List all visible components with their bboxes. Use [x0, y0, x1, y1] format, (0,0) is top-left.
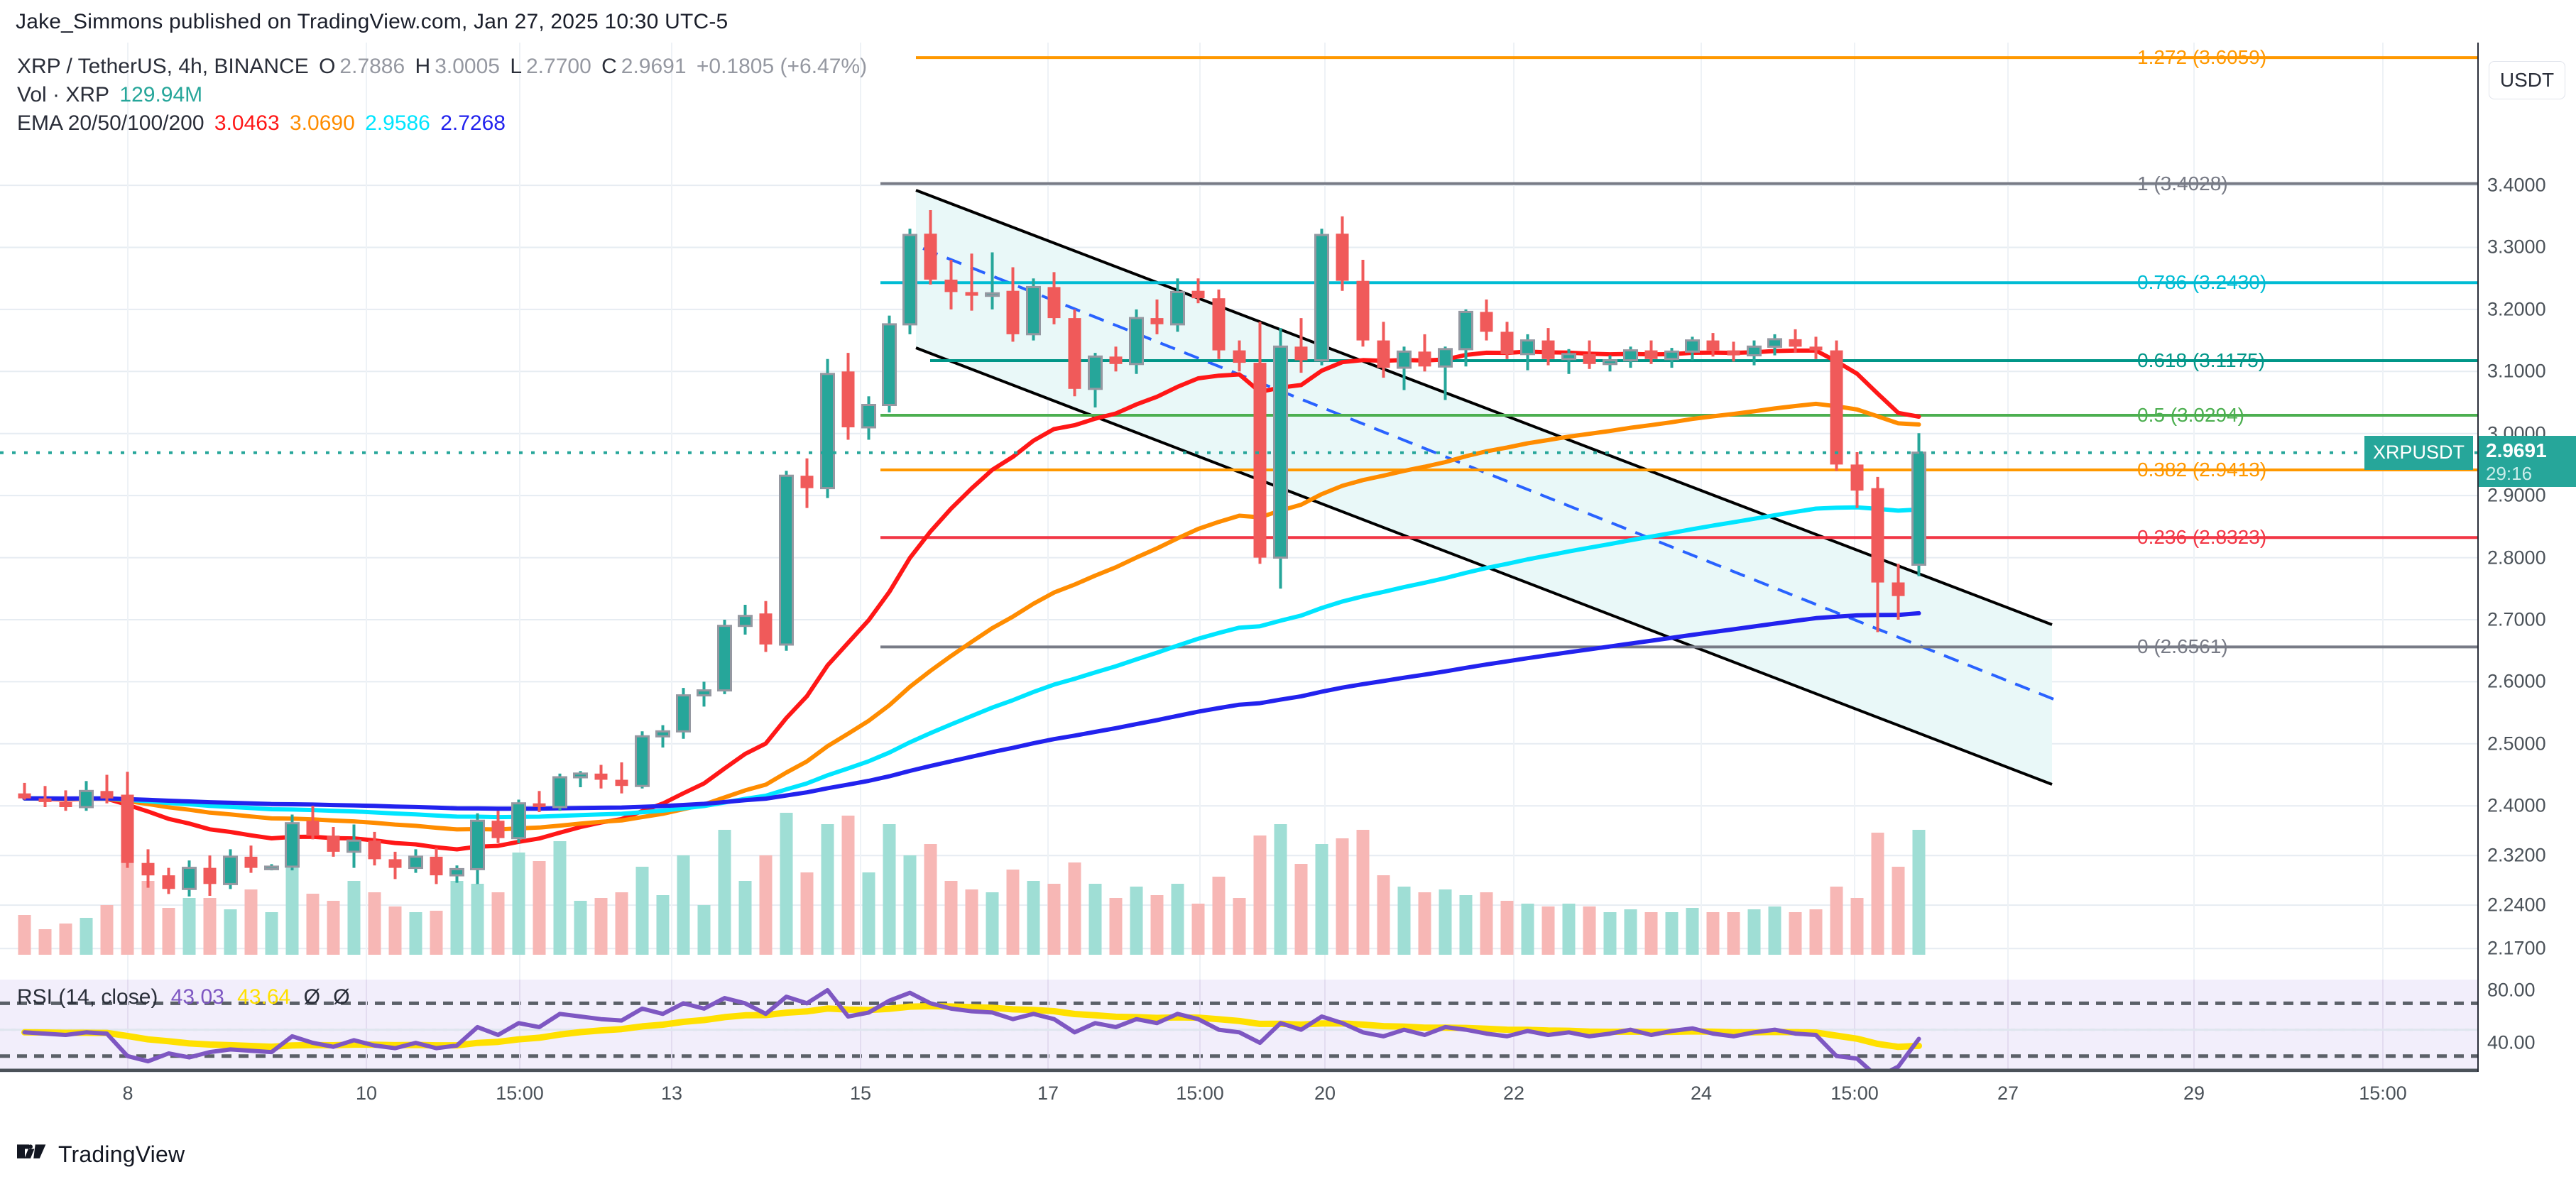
legend-volume-title: Vol · XRP [17, 83, 110, 106]
legend-open-label: O [319, 55, 336, 78]
chart-legend: XRP / TetherUS, 4h, BINANCE O 2.7886 H 3.0… [17, 53, 871, 138]
rsi-tick: 80.00 [2487, 979, 2536, 1001]
legend-high-value: 3.0005 [435, 55, 500, 78]
price-tick: 2.6000 [2487, 670, 2546, 692]
price-tick: 3.3000 [2487, 236, 2546, 258]
rsi-pane[interactable] [0, 980, 2477, 1072]
chart-canvas-area[interactable] [0, 43, 2477, 1072]
fib-label-1-272: 1.272 (3.6059) [2137, 46, 2267, 69]
fib-label-1: 1 (3.4028) [2137, 172, 2228, 194]
time-tick: 15:00 [1176, 1083, 1224, 1104]
fib-label-0-618: 0.618 (3.1175) [2137, 349, 2266, 371]
legend-ema50-value: 3.0690 [290, 111, 355, 135]
price-tick: 3.4000 [2487, 174, 2546, 196]
legend-symbol-title: XRP / TetherUS, 4h, BINANCE [17, 55, 309, 78]
rsi-legend-ma-value: 43.64 [237, 985, 291, 1009]
legend-close-label: C [601, 55, 617, 78]
rsi-legend-value: 43.03 [170, 985, 224, 1009]
time-tick: 15 [849, 1083, 872, 1104]
price-scale[interactable]: USDT 3.4000 3.3000 3.2000 3.1000 3.0000 2.900… [2477, 43, 2576, 1072]
rsi-legend-title: RSI (14, close) [17, 985, 158, 1009]
tradingview-logo-icon [17, 1144, 46, 1158]
legend-volume-value: 129.94M [119, 83, 203, 106]
legend-open-value: 2.7886 [339, 55, 405, 78]
price-tick: 2.3200 [2487, 844, 2546, 866]
rsi-legend[interactable]: RSI (14, close) 43.03 43.64 Ø Ø [17, 985, 357, 1009]
legend-symbol-row[interactable]: XRP / TetherUS, 4h, BINANCE O 2.7886 H 3.0… [17, 53, 871, 81]
fib-label-0: 0 (2.6561) [2137, 635, 2228, 658]
time-tick: 29 [2183, 1083, 2205, 1104]
time-tick: 8 [122, 1083, 133, 1104]
footer-brand[interactable]: TradingView [17, 1141, 185, 1168]
price-tick: 2.2400 [2487, 894, 2546, 916]
time-tick: 20 [1314, 1083, 1336, 1104]
time-scale[interactable]: 8 10 15:00 13 15 17 15:00 20 22 24 15:00 27 29 15:00 [0, 1072, 2477, 1119]
legend-low-value: 2.7700 [526, 55, 591, 78]
time-tick: 13 [660, 1083, 683, 1104]
price-pane[interactable] [0, 43, 2477, 980]
legend-low-label: L [510, 55, 522, 78]
price-tick: 2.8000 [2487, 547, 2546, 569]
bar-countdown-value: 29:16 [2486, 462, 2533, 484]
time-tick: 24 [1690, 1083, 1713, 1104]
legend-high-label: H [415, 55, 431, 78]
time-tick: 22 [1502, 1083, 1525, 1104]
legend-volume-row[interactable]: Vol · XRP 129.94M [17, 81, 871, 109]
price-tick: 2.9000 [2487, 484, 2546, 506]
price-tick: 3.1000 [2487, 360, 2546, 382]
symbol-price-flag: XRPUSDT [2364, 435, 2474, 470]
rsi-empty-slot-2-icon: Ø [333, 985, 350, 1009]
legend-change-value: +0.1805 (+6.47%) [696, 55, 868, 78]
rsi-empty-slot-1-icon: Ø [303, 985, 320, 1009]
price-tick: 2.5000 [2487, 733, 2546, 755]
time-tick: 17 [1037, 1083, 1059, 1104]
time-tick: 15:00 [496, 1083, 544, 1104]
fib-label-0-786: 0.786 (3.2430) [2137, 271, 2267, 294]
legend-ema-title: EMA 20/50/100/200 [17, 111, 204, 135]
legend-ema100-value: 2.9586 [365, 111, 430, 135]
price-plot-svg [0, 43, 2477, 980]
current-price-badge[interactable]: 2.9691 29:16 [2479, 435, 2576, 487]
legend-ema20-value: 3.0463 [214, 111, 280, 135]
rsi-plot-svg [0, 980, 2477, 1072]
fib-label-0-382: 0.382 (2.9413) [2137, 459, 2267, 481]
time-tick: 27 [1997, 1083, 2019, 1104]
price-tick: 2.1700 [2487, 937, 2546, 959]
price-tick: 2.4000 [2487, 794, 2546, 816]
time-tick: 15:00 [1830, 1083, 1879, 1104]
time-tick: 10 [355, 1083, 378, 1104]
legend-ema200-value: 2.7268 [440, 111, 506, 135]
time-tick: 15:00 [2359, 1083, 2407, 1104]
legend-ema-row[interactable]: EMA 20/50/100/200 3.0463 3.0690 2.9586 2… [17, 109, 871, 138]
legend-close-value: 2.9691 [621, 55, 687, 78]
fib-label-0-5: 0.5 (3.0294) [2137, 404, 2244, 427]
current-price-value: 2.9691 [2486, 439, 2547, 461]
fib-label-0-236: 0.236 (2.8323) [2137, 526, 2267, 549]
attribution-text: Jake_Simmons published on TradingView.co… [16, 10, 728, 33]
price-tick: 2.7000 [2487, 608, 2546, 630]
price-tick: 3.2000 [2487, 298, 2546, 320]
symbol-flag-label: XRPUSDT [2373, 442, 2465, 464]
rsi-tick: 40.00 [2487, 1031, 2536, 1053]
footer-brand-label: TradingView [58, 1141, 185, 1167]
currency-badge[interactable]: USDT [2489, 61, 2565, 99]
